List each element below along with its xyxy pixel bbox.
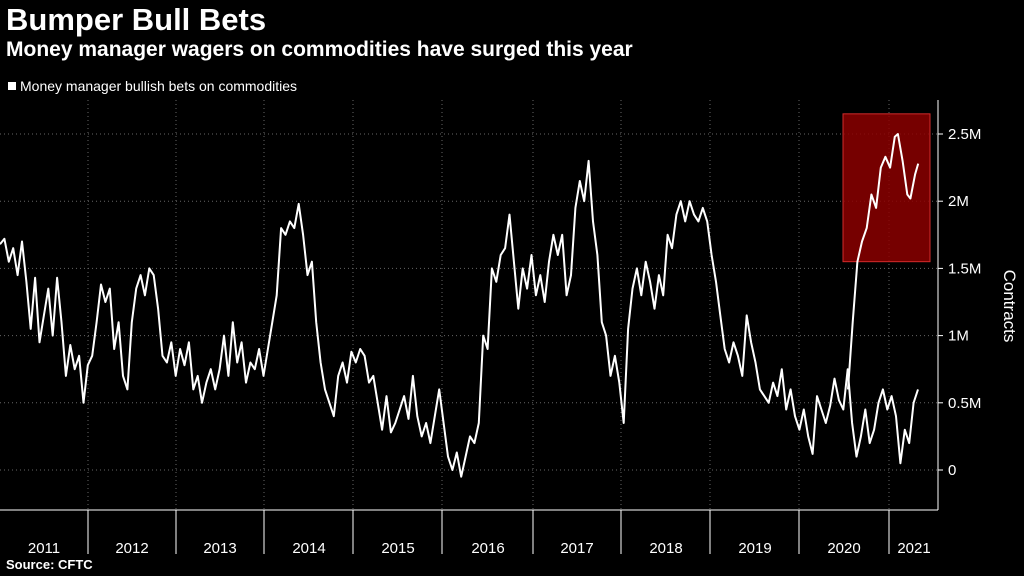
y-tick-label: 0 bbox=[948, 462, 956, 479]
legend-label: Money manager bullish bets on commoditie… bbox=[20, 78, 298, 94]
y-axis-label: Contracts bbox=[1000, 270, 1019, 343]
legend: Money manager bullish bets on commoditie… bbox=[8, 78, 297, 94]
x-tick-label: 2013 bbox=[203, 540, 236, 557]
chart-subtitle: Money manager wagers on commodities have… bbox=[6, 38, 633, 61]
y-tick-label: 1.5M bbox=[948, 260, 981, 277]
x-tick-label: 2017 bbox=[560, 540, 593, 557]
x-tick-label: 2011 bbox=[28, 540, 60, 557]
y-tick-label: 1M bbox=[948, 328, 969, 345]
x-tick-label: 2018 bbox=[649, 540, 682, 557]
x-tick-label: 2019 bbox=[738, 540, 771, 557]
legend-swatch bbox=[8, 82, 16, 90]
y-tick-label: 2M bbox=[948, 193, 969, 210]
chart-title: Bumper Bull Bets bbox=[6, 2, 267, 37]
series-line-surge bbox=[847, 133, 920, 390]
highlight-region bbox=[842, 113, 931, 263]
x-tick-label: 2021 bbox=[897, 540, 930, 557]
series-line bbox=[0, 159, 919, 478]
y-tick-label: 2.5M bbox=[948, 126, 981, 143]
x-tick-label: 2012 bbox=[115, 540, 148, 557]
y-tick-label: 0.5M bbox=[948, 395, 981, 412]
x-tick-label: 2014 bbox=[292, 540, 325, 557]
source-note: Source: CFTC bbox=[6, 557, 93, 572]
x-tick-label: 2020 bbox=[827, 540, 860, 557]
x-tick-label: 2015 bbox=[381, 540, 414, 557]
x-tick-label: 2016 bbox=[471, 540, 504, 557]
